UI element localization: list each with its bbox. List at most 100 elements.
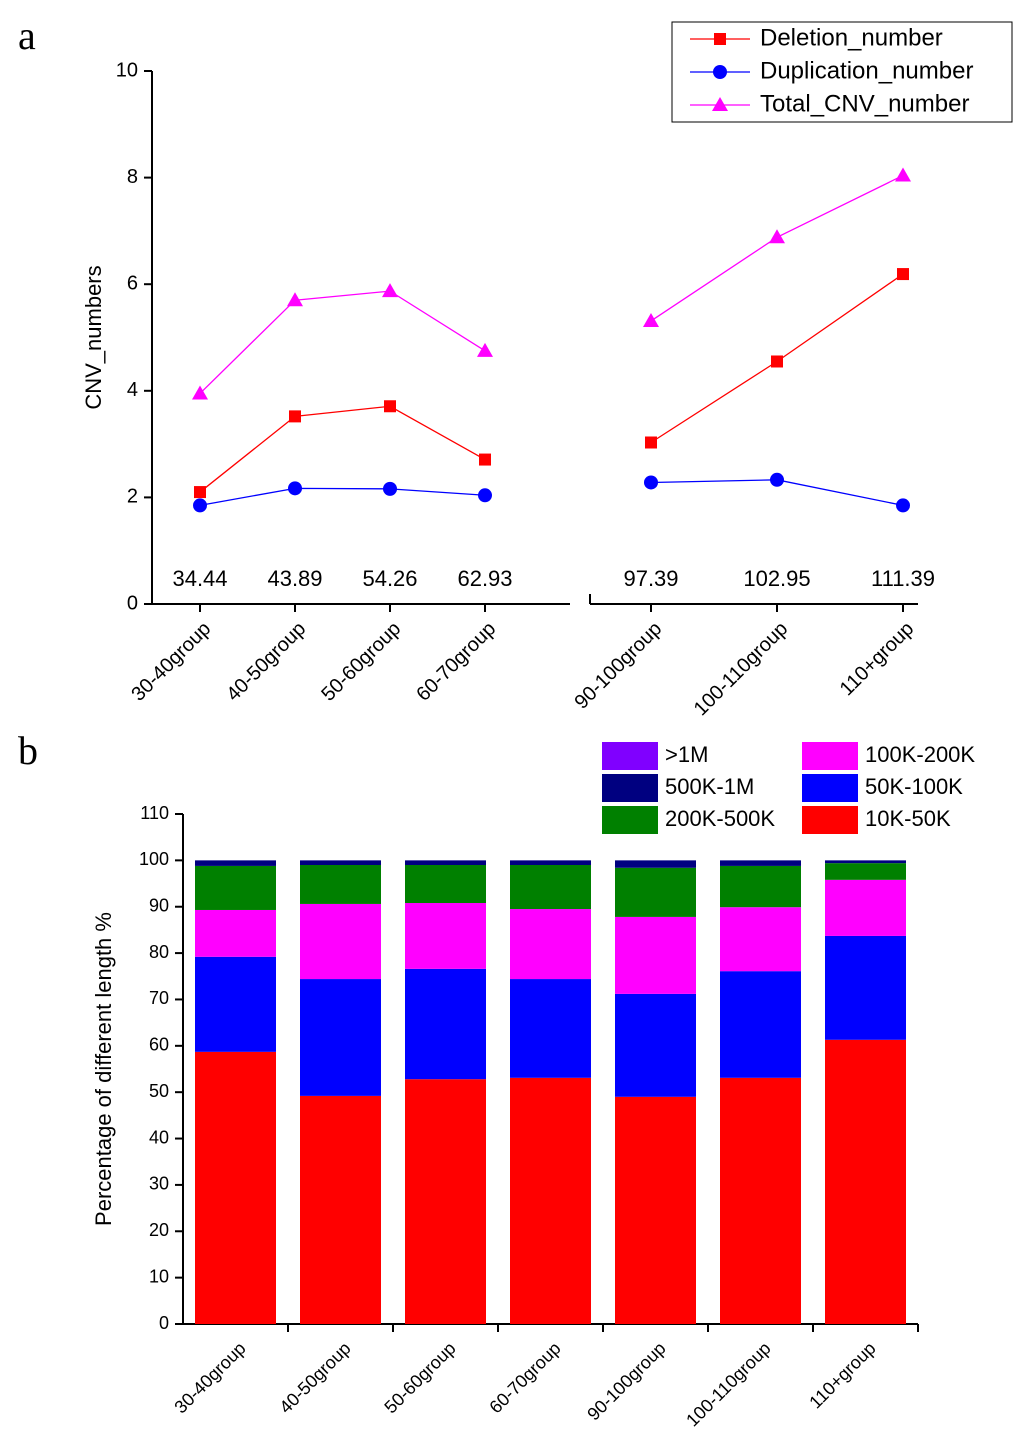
marker — [712, 97, 728, 111]
y-tick-label: 4 — [127, 379, 138, 401]
x-tick-label: 60-70group — [485, 1338, 564, 1417]
bar-segment — [300, 865, 381, 904]
annotation: 102.95 — [743, 566, 810, 591]
x-tick-label: 50-60group — [380, 1338, 459, 1417]
marker — [382, 283, 398, 298]
bar-segment — [720, 865, 801, 908]
marker — [643, 312, 659, 327]
legend-label: 100K-200K — [865, 742, 975, 767]
bar-segment — [195, 1051, 276, 1324]
y-tick-label: 0 — [127, 592, 138, 614]
marker — [714, 33, 726, 45]
y-tick-label: 40 — [149, 1127, 169, 1147]
x-tick-label: 110+group — [805, 1338, 879, 1412]
y-tick-label: 20 — [149, 1220, 169, 1240]
x-tick-label: 30-40group — [127, 618, 215, 706]
marker — [897, 268, 909, 281]
bar-segment — [510, 1077, 591, 1324]
y-tick-label: 6 — [127, 272, 138, 294]
bar-segment — [825, 879, 906, 936]
marker — [896, 498, 910, 513]
annotation: 111.39 — [871, 566, 935, 591]
legend-swatch — [602, 742, 658, 770]
marker — [383, 481, 397, 496]
bar-segment — [615, 860, 696, 868]
bar-segment — [615, 1096, 696, 1324]
x-tick-label: 60-70group — [412, 618, 500, 706]
marker — [287, 292, 303, 307]
series-line — [199, 273, 904, 493]
x-tick-label: 90-100group — [571, 618, 667, 714]
marker — [193, 498, 207, 513]
marker — [645, 436, 657, 449]
bar-segment — [405, 1079, 486, 1324]
legend-label: Deletion_number — [760, 24, 943, 51]
y-tick-label: 100 — [139, 849, 169, 869]
y-axis-label: Percentage of different length % — [91, 912, 116, 1226]
marker — [288, 481, 302, 496]
marker — [771, 355, 783, 368]
annotation: 34.44 — [172, 566, 227, 591]
y-axis-label: CNV_numbers — [81, 265, 106, 409]
marker — [895, 167, 911, 182]
x-tick-label: 100-110group — [690, 618, 793, 721]
bar-segment — [405, 903, 486, 969]
annotation: 97.39 — [623, 566, 678, 591]
y-tick-label: 30 — [149, 1174, 169, 1194]
y-tick-label: 0 — [159, 1313, 169, 1333]
marker — [477, 342, 493, 357]
panel-label: a — [18, 13, 36, 58]
marker — [479, 453, 491, 466]
bar-segment — [615, 867, 696, 917]
x-tick-label: 110+group — [836, 618, 919, 701]
legend-swatch — [802, 806, 858, 834]
y-tick-label: 60 — [149, 1035, 169, 1055]
x-tick-label: 30-40group — [170, 1338, 249, 1417]
x-tick-label: 90-100group — [583, 1338, 669, 1424]
annotation: 54.26 — [362, 566, 417, 591]
y-tick-label: 8 — [127, 166, 138, 188]
bar-segment — [825, 935, 906, 1040]
legend-label: 50K-100K — [865, 774, 963, 799]
bar-segment — [510, 865, 591, 910]
marker — [644, 475, 658, 490]
x-tick-label: 40-50group — [275, 1338, 354, 1417]
bar-segment — [720, 1077, 801, 1324]
legend-swatch — [602, 774, 658, 802]
legend-label: Duplication_number — [760, 57, 973, 84]
x-tick-label: 100-110group — [682, 1338, 774, 1430]
bar-segment — [405, 865, 486, 904]
annotation: 62.93 — [457, 566, 512, 591]
legend-swatch — [802, 774, 858, 802]
x-tick-label: 50-60group — [317, 618, 405, 706]
legend-label: 500K-1M — [665, 774, 754, 799]
marker — [384, 400, 396, 413]
y-tick-label: 70 — [149, 988, 169, 1008]
bar-segment — [195, 865, 276, 910]
bar-segment — [510, 909, 591, 980]
bar-segment — [825, 1039, 906, 1324]
y-tick-label: 110 — [140, 803, 169, 823]
bar-segment — [720, 860, 801, 866]
legend-swatch — [802, 742, 858, 770]
bar-segment — [825, 863, 906, 880]
bar-segment — [405, 968, 486, 1080]
legend-swatch — [602, 806, 658, 834]
legend-label: Total_CNV_number — [760, 90, 969, 117]
bar-segment — [825, 860, 906, 864]
y-tick-label: 50 — [149, 1081, 169, 1101]
legend-label: 200K-500K — [665, 806, 775, 831]
marker — [770, 472, 784, 487]
bar-segment — [300, 860, 381, 865]
marker — [769, 229, 785, 244]
panel-label: b — [18, 728, 38, 773]
y-tick-label: 90 — [149, 895, 169, 915]
marker — [194, 486, 206, 499]
bar-segment — [720, 971, 801, 1078]
marker — [289, 410, 301, 423]
marker — [192, 385, 208, 400]
bar-segment — [615, 916, 696, 994]
y-tick-label: 10 — [116, 59, 138, 81]
bar-segment — [615, 993, 696, 1097]
